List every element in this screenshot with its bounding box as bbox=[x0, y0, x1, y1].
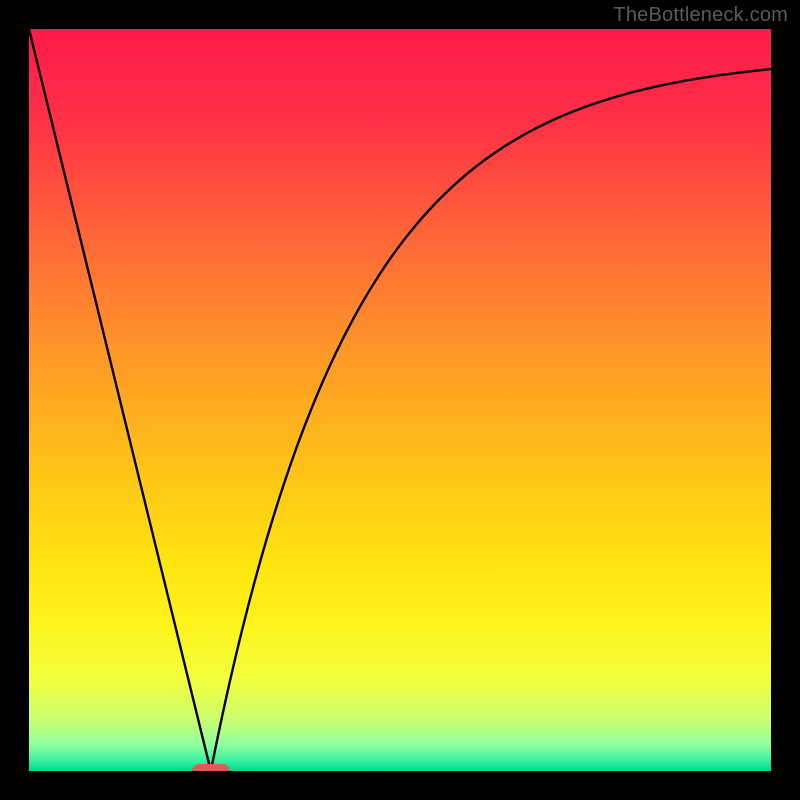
watermark-text: TheBottleneck.com bbox=[613, 4, 788, 27]
curve-layer bbox=[29, 29, 771, 771]
outer-frame: TheBottleneck.com bbox=[0, 0, 800, 800]
plot-area bbox=[29, 29, 771, 771]
curve-left-branch bbox=[29, 29, 211, 771]
curve-right-branch bbox=[211, 69, 771, 771]
minimum-marker bbox=[192, 764, 230, 772]
